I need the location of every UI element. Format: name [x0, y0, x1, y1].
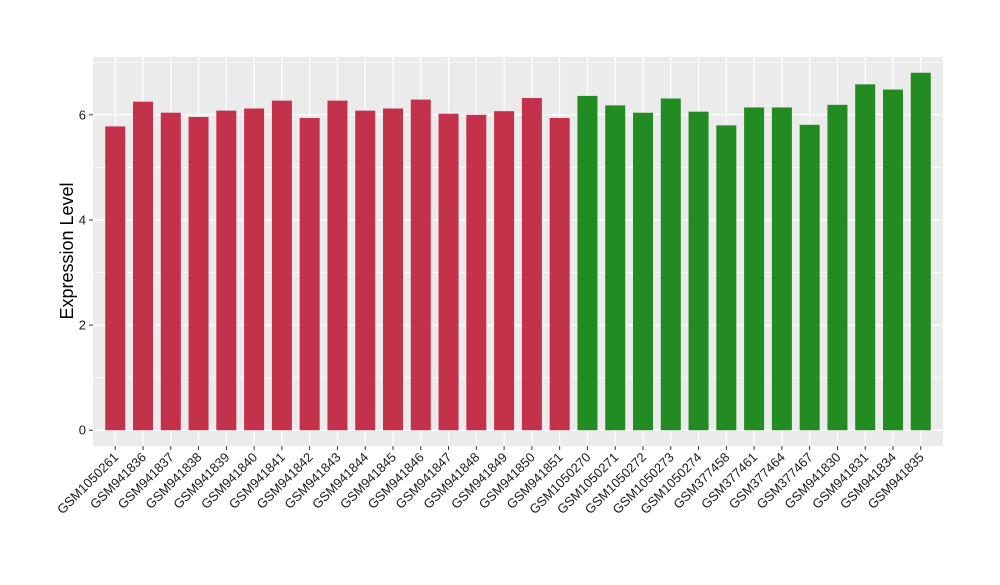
- bar-GSM377467: [799, 124, 820, 431]
- bar-GSM941835: [910, 72, 931, 431]
- bar-GSM1050271: [605, 105, 626, 431]
- y-axis: 0 2 4 6: [79, 107, 93, 438]
- bar-GSM1050270: [577, 95, 598, 431]
- y-tick-label: 6: [79, 107, 86, 122]
- bar-GSM941837: [160, 112, 181, 431]
- bar-GSM1050274: [688, 111, 709, 431]
- bar-GSM941842: [299, 117, 320, 431]
- bar-GSM941846: [410, 99, 431, 431]
- y-tick-label: 2: [79, 318, 86, 333]
- y-axis-title: Expression Level: [57, 182, 77, 319]
- bar-GSM1050272: [633, 112, 653, 431]
- bar-GSM941847: [438, 113, 459, 431]
- x-axis: GSM1050261GSM941836GSM941837GSM941838GSM…: [54, 446, 927, 517]
- bar-GSM941851: [549, 117, 570, 431]
- y-tick-label: 0: [79, 423, 86, 438]
- bar-GSM941836: [133, 101, 153, 431]
- bar-GSM377461: [744, 107, 765, 431]
- bar-GSM941841: [271, 100, 292, 431]
- bar-GSM941834: [883, 89, 903, 431]
- bar-GSM941839: [216, 110, 237, 431]
- bar-GSM941850: [521, 98, 542, 431]
- bar-GSM941838: [188, 116, 209, 431]
- bar-GSM941845: [383, 108, 403, 431]
- bar-GSM941831: [855, 84, 876, 431]
- bars: [105, 72, 931, 431]
- bar-GSM1050261: [105, 126, 126, 431]
- y-tick-label: 4: [79, 212, 86, 227]
- bar-GSM377458: [716, 125, 737, 431]
- bar-GSM941830: [827, 104, 848, 431]
- bar-GSM377464: [771, 107, 792, 431]
- bar-GSM1050273: [660, 98, 681, 431]
- bar-GSM941843: [327, 100, 348, 431]
- bar-GSM941848: [466, 114, 487, 431]
- bar-GSM941840: [244, 108, 265, 431]
- bar-GSM941844: [355, 110, 376, 431]
- bar-GSM941849: [494, 111, 515, 431]
